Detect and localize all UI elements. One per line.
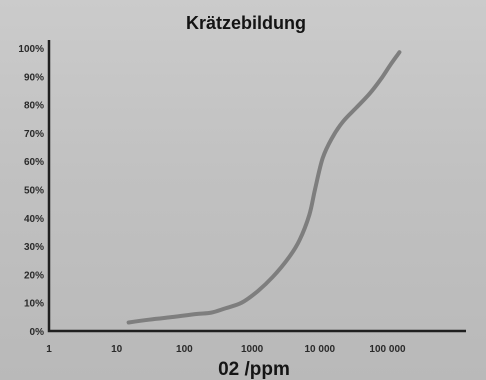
x-tick-label: 100 000 <box>369 344 406 355</box>
x-tick-label: 1000 <box>241 344 264 355</box>
y-tick-label: 90% <box>24 72 44 83</box>
x-tick-label: 1 <box>46 344 52 355</box>
y-tick-label: 60% <box>24 157 44 168</box>
y-tick-label: 20% <box>24 270 44 281</box>
series-layer <box>126 50 402 325</box>
axes <box>47 40 466 333</box>
y-tick-label: 0% <box>30 327 45 338</box>
series-line <box>126 50 402 325</box>
y-tick-label: 10% <box>24 299 44 310</box>
y-tick-label: 40% <box>24 214 44 225</box>
y-tick-labels: 0% 10% 20% 30% 40% 50% 60% 70% 80% 90% 100% <box>18 44 44 338</box>
y-tick-label: 30% <box>24 242 44 253</box>
x-tick-label: 10 <box>111 344 123 355</box>
chart-title: Krätzebildung <box>186 13 306 33</box>
x-tick-label: 10 000 <box>305 344 336 355</box>
y-tick-label: 70% <box>24 129 44 140</box>
x-tick-label: 100 <box>176 344 193 355</box>
x-axis-label: 02 /ppm <box>218 359 290 380</box>
x-tick-labels: 1 10 100 1000 10 000 100 000 <box>46 344 406 355</box>
y-tick-label: 80% <box>24 101 44 112</box>
y-tick-label: 100% <box>18 44 44 55</box>
y-tick-label: 50% <box>24 186 44 197</box>
